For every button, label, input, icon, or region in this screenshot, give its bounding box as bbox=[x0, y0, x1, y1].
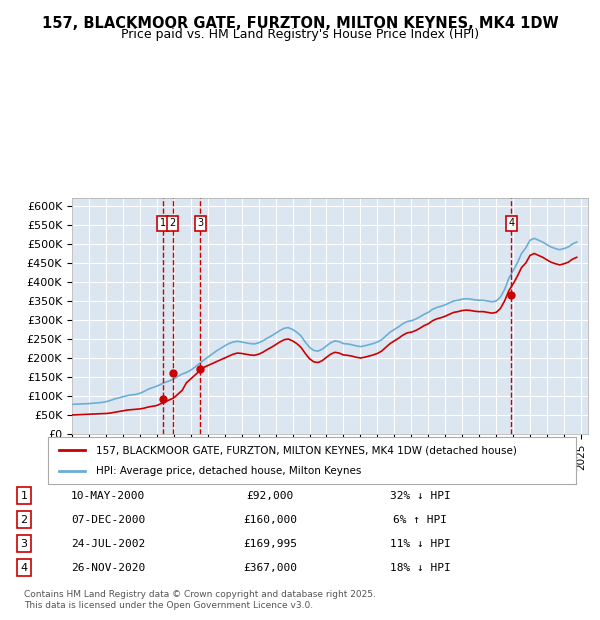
Text: 157, BLACKMOOR GATE, FURZTON, MILTON KEYNES, MK4 1DW: 157, BLACKMOOR GATE, FURZTON, MILTON KEY… bbox=[41, 16, 559, 30]
Text: 32% ↓ HPI: 32% ↓ HPI bbox=[389, 490, 451, 500]
Text: 10-MAY-2000: 10-MAY-2000 bbox=[71, 490, 145, 500]
Text: 2: 2 bbox=[170, 218, 176, 228]
Text: £367,000: £367,000 bbox=[243, 563, 297, 573]
Text: 6% ↑ HPI: 6% ↑ HPI bbox=[393, 515, 447, 525]
Text: 3: 3 bbox=[197, 218, 203, 228]
Text: 2: 2 bbox=[20, 515, 28, 525]
Text: Contains HM Land Registry data © Crown copyright and database right 2025.: Contains HM Land Registry data © Crown c… bbox=[24, 590, 376, 600]
Text: 157, BLACKMOOR GATE, FURZTON, MILTON KEYNES, MK4 1DW (detached house): 157, BLACKMOOR GATE, FURZTON, MILTON KEY… bbox=[95, 445, 517, 455]
Text: Price paid vs. HM Land Registry's House Price Index (HPI): Price paid vs. HM Land Registry's House … bbox=[121, 28, 479, 41]
Text: 3: 3 bbox=[20, 539, 28, 549]
Text: 4: 4 bbox=[508, 218, 515, 228]
Text: This data is licensed under the Open Government Licence v3.0.: This data is licensed under the Open Gov… bbox=[24, 601, 313, 611]
Text: 07-DEC-2000: 07-DEC-2000 bbox=[71, 515, 145, 525]
Text: £92,000: £92,000 bbox=[247, 490, 293, 500]
Text: 18% ↓ HPI: 18% ↓ HPI bbox=[389, 563, 451, 573]
Text: 24-JUL-2002: 24-JUL-2002 bbox=[71, 539, 145, 549]
Text: 1: 1 bbox=[160, 218, 166, 228]
Text: 1: 1 bbox=[20, 490, 28, 500]
Text: 11% ↓ HPI: 11% ↓ HPI bbox=[389, 539, 451, 549]
Text: HPI: Average price, detached house, Milton Keynes: HPI: Average price, detached house, Milt… bbox=[95, 466, 361, 476]
Text: 26-NOV-2020: 26-NOV-2020 bbox=[71, 563, 145, 573]
Text: £169,995: £169,995 bbox=[243, 539, 297, 549]
Text: £160,000: £160,000 bbox=[243, 515, 297, 525]
Text: 4: 4 bbox=[20, 563, 28, 573]
